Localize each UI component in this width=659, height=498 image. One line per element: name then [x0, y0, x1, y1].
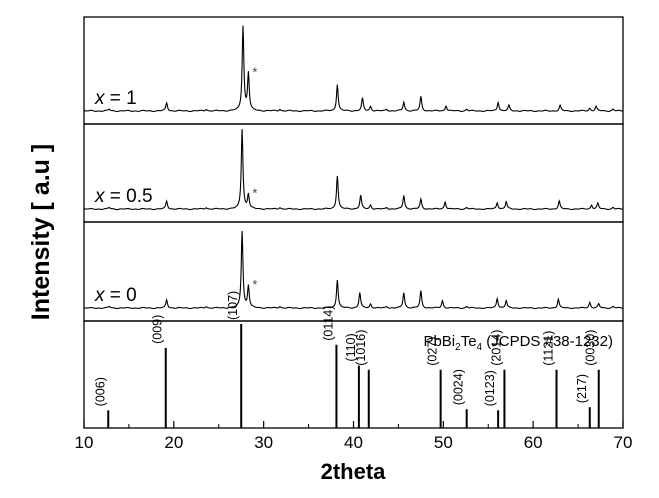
sample-label-value: = 1: [105, 88, 137, 109]
sample-label-value: = 0: [105, 285, 137, 306]
reference-hkl-label: (009): [151, 315, 165, 344]
x-tick-label: 20: [164, 433, 183, 452]
sample-label-var: x: [94, 88, 106, 109]
reference-title-part: Te: [461, 333, 477, 350]
y-axis-title: Intensity [ a.u ]: [27, 144, 55, 320]
x-tick-label: 60: [524, 433, 543, 452]
sample-label-3: x = 0: [94, 285, 137, 306]
xrd-pattern-line-2: [83, 129, 624, 211]
x-tick-label: 10: [75, 433, 94, 452]
impurity-star-marker: *: [252, 277, 257, 292]
reference-title-part: 2: [455, 342, 461, 353]
reference-title-part: 4: [477, 342, 483, 353]
sample-label-1: x = 1: [94, 88, 137, 109]
reference-hkl-label: (217): [575, 374, 589, 403]
reference-hkl-label: (0123): [483, 370, 497, 406]
reference-hkl-label: (0024): [452, 369, 466, 405]
reference-hkl-label: (027): [426, 337, 440, 366]
reference-title-part: PbBi: [423, 333, 455, 350]
reference-title-part: (JCPDS #38-1232): [482, 333, 613, 350]
x-tick-label: 40: [344, 433, 363, 452]
x-tick-label: 30: [254, 433, 273, 452]
impurity-star-marker: *: [252, 186, 257, 201]
reference-hkl-label: (0030): [584, 330, 598, 366]
reference-hkl-label: (2014): [489, 330, 503, 366]
sample-label-var: x: [94, 285, 106, 306]
sample-label-var: x: [94, 186, 106, 207]
sample-label-2: x = 0.5: [94, 186, 153, 207]
x-tick-label: 50: [434, 433, 453, 452]
impurity-star-marker: *: [252, 65, 257, 80]
sample-label-value: = 0.5: [105, 186, 153, 207]
reference-hkl-label: (006): [93, 377, 107, 406]
reference-hkl-label: (107): [226, 291, 240, 320]
xrd-pattern-line-1: [83, 25, 624, 113]
x-axis-ticks: 10 20 30 40 50 60 70: [75, 421, 633, 452]
reference-hkl-label: (1016): [354, 330, 368, 366]
reference-hkl-label: (0114): [321, 306, 335, 341]
plot-panels: * x = 1 * x = 0.5 * x = 0 (006) (009) (107) (0114…: [83, 16, 624, 429]
x-tick-label: 70: [614, 433, 633, 452]
reference-hkl-label: (110): [344, 333, 358, 361]
x-axis-title: 2theta: [321, 459, 387, 484]
xrd-pattern-line-3: [83, 230, 624, 310]
reference-title: PbBi2Te4 (JCPDS #38-1232): [423, 333, 613, 353]
reference-hkl-label: (1121): [542, 331, 556, 366]
